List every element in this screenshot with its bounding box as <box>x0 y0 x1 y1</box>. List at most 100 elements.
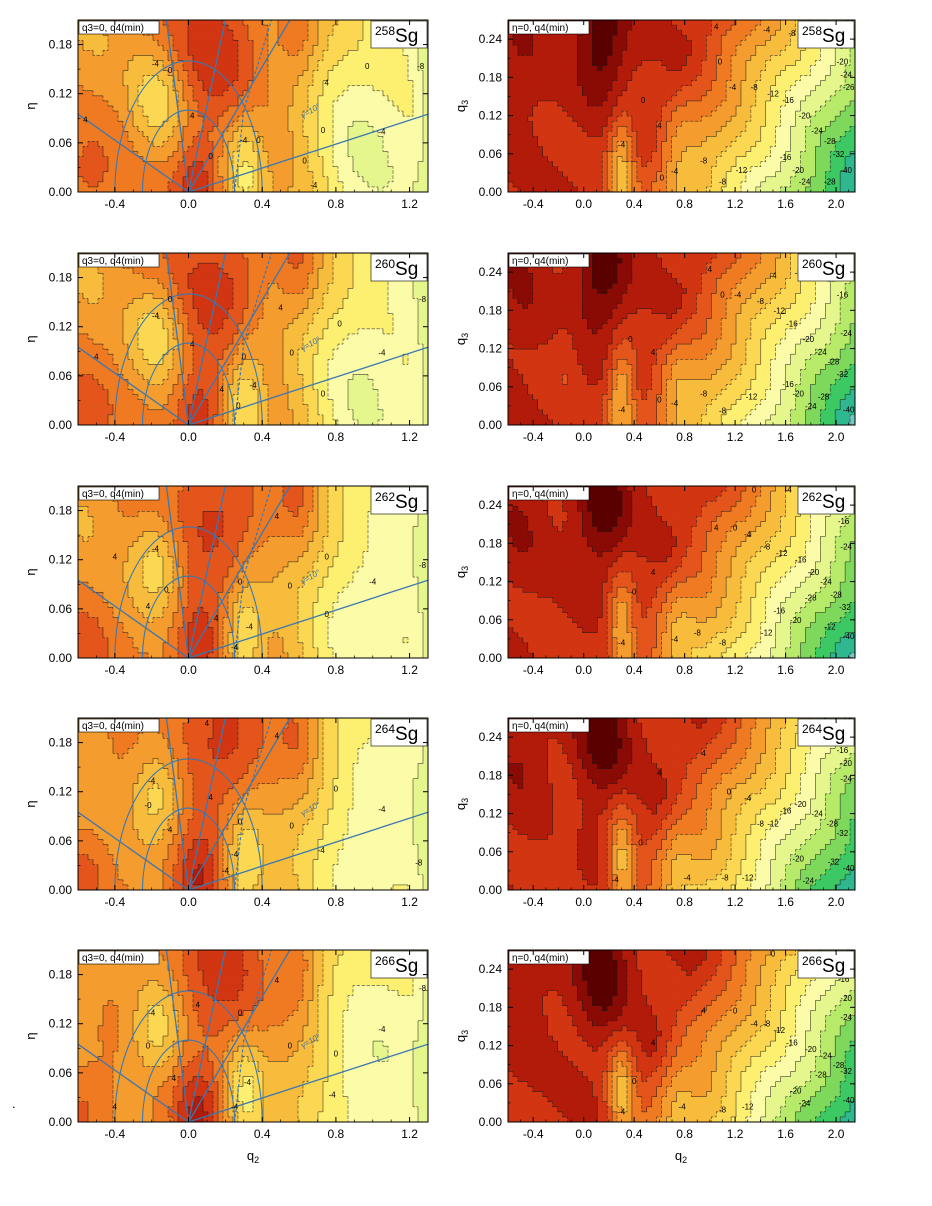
contour-cell <box>193 75 199 82</box>
contour-cell <box>113 100 119 107</box>
contour-cell <box>198 40 204 46</box>
contour-cell <box>631 75 638 82</box>
contour-cell <box>273 35 279 41</box>
contour-cell <box>128 161 134 168</box>
contour-cell <box>348 141 354 148</box>
contour-cell <box>517 111 524 117</box>
contour-cell <box>293 35 299 41</box>
contour-cell <box>602 20 608 26</box>
contour-cell <box>303 100 309 107</box>
contour-cell <box>328 30 334 36</box>
contour-cell <box>418 161 424 168</box>
contour-cell <box>128 80 134 87</box>
contour-cell <box>243 40 249 46</box>
contour-cell <box>532 106 539 112</box>
contour-cell <box>363 20 369 26</box>
contour-cell <box>686 45 693 51</box>
contour-cell <box>755 136 762 143</box>
contour-cell <box>193 70 199 77</box>
barrier-line <box>187 20 227 192</box>
contour-cell <box>740 60 747 67</box>
contour-cell <box>228 131 234 137</box>
contour-cell <box>228 25 234 31</box>
contour-cell <box>348 40 354 46</box>
contour-cell <box>88 156 94 163</box>
contour-cell <box>423 55 428 62</box>
contour-cell <box>626 100 633 107</box>
contour-cell <box>93 111 99 117</box>
contour-cell <box>108 40 114 46</box>
contour-cell <box>308 25 314 31</box>
contour-cell <box>118 151 124 158</box>
contour-cell <box>582 166 588 173</box>
contour-cell <box>243 171 249 178</box>
contour-cell <box>333 60 339 67</box>
contour-cell <box>348 90 354 97</box>
contour-cell <box>183 95 189 102</box>
contour-cell <box>661 186 668 192</box>
contour-cell <box>641 95 648 102</box>
contour-cell <box>123 141 129 148</box>
contour-cell <box>128 50 134 57</box>
contour-cell <box>283 80 289 87</box>
contour-cell <box>258 40 264 46</box>
contour-cell <box>98 60 104 67</box>
contour-cell <box>512 90 519 97</box>
contour-cell <box>288 50 294 57</box>
contour-cell <box>178 156 184 163</box>
contour-cell <box>208 95 214 102</box>
contour-cell <box>153 80 159 87</box>
contour-cell <box>298 156 304 163</box>
contour-cell <box>572 126 578 132</box>
contour-cell <box>726 55 732 62</box>
contour-cell <box>592 55 598 62</box>
contour-cell <box>258 55 264 62</box>
contour-cell <box>228 111 234 117</box>
contour-cell <box>636 186 643 192</box>
contour-cell <box>193 55 199 62</box>
contour-cell <box>308 131 314 137</box>
contour-cell <box>198 181 204 188</box>
contour-cell <box>333 40 339 46</box>
contour-cell <box>78 45 84 51</box>
contour-cell <box>278 116 284 122</box>
contour-cell <box>537 131 544 137</box>
contour-cell <box>547 106 554 112</box>
contour-cell <box>512 70 519 77</box>
contour-cell <box>93 176 99 183</box>
contour-cell <box>228 171 234 178</box>
contour-cell <box>93 60 99 67</box>
contour-cell <box>607 55 613 62</box>
contour-cell <box>572 171 578 178</box>
contour-cell <box>612 25 618 31</box>
contour-cell <box>258 90 264 97</box>
contour-cell <box>755 156 762 163</box>
contour-cell <box>238 55 244 62</box>
contour-cell <box>348 121 354 127</box>
contour-cell <box>158 121 164 127</box>
contour-cell <box>143 60 149 67</box>
contour-cell <box>168 121 174 127</box>
contour-cell <box>755 146 762 153</box>
contour-cell <box>388 75 394 82</box>
contour-cell <box>218 121 224 127</box>
contour-cell <box>108 126 114 132</box>
contour-cell <box>562 85 569 92</box>
contour-cell <box>353 60 359 67</box>
contour-cell <box>755 60 762 67</box>
contour-cell <box>567 181 574 188</box>
contour-cell <box>268 141 274 148</box>
contour-cell <box>508 50 514 57</box>
contour-cell <box>641 35 648 41</box>
contour-cell <box>612 75 618 82</box>
contour-cell <box>755 131 762 137</box>
contour-cell <box>736 50 742 57</box>
contour-cell <box>203 70 209 77</box>
contour-cell <box>158 146 164 153</box>
contour-cell <box>527 40 534 46</box>
contour-cell <box>303 65 309 72</box>
contour-cell <box>641 90 648 97</box>
contour-cell <box>547 121 554 127</box>
contour-cell <box>168 126 174 132</box>
contour-cell <box>686 35 693 41</box>
